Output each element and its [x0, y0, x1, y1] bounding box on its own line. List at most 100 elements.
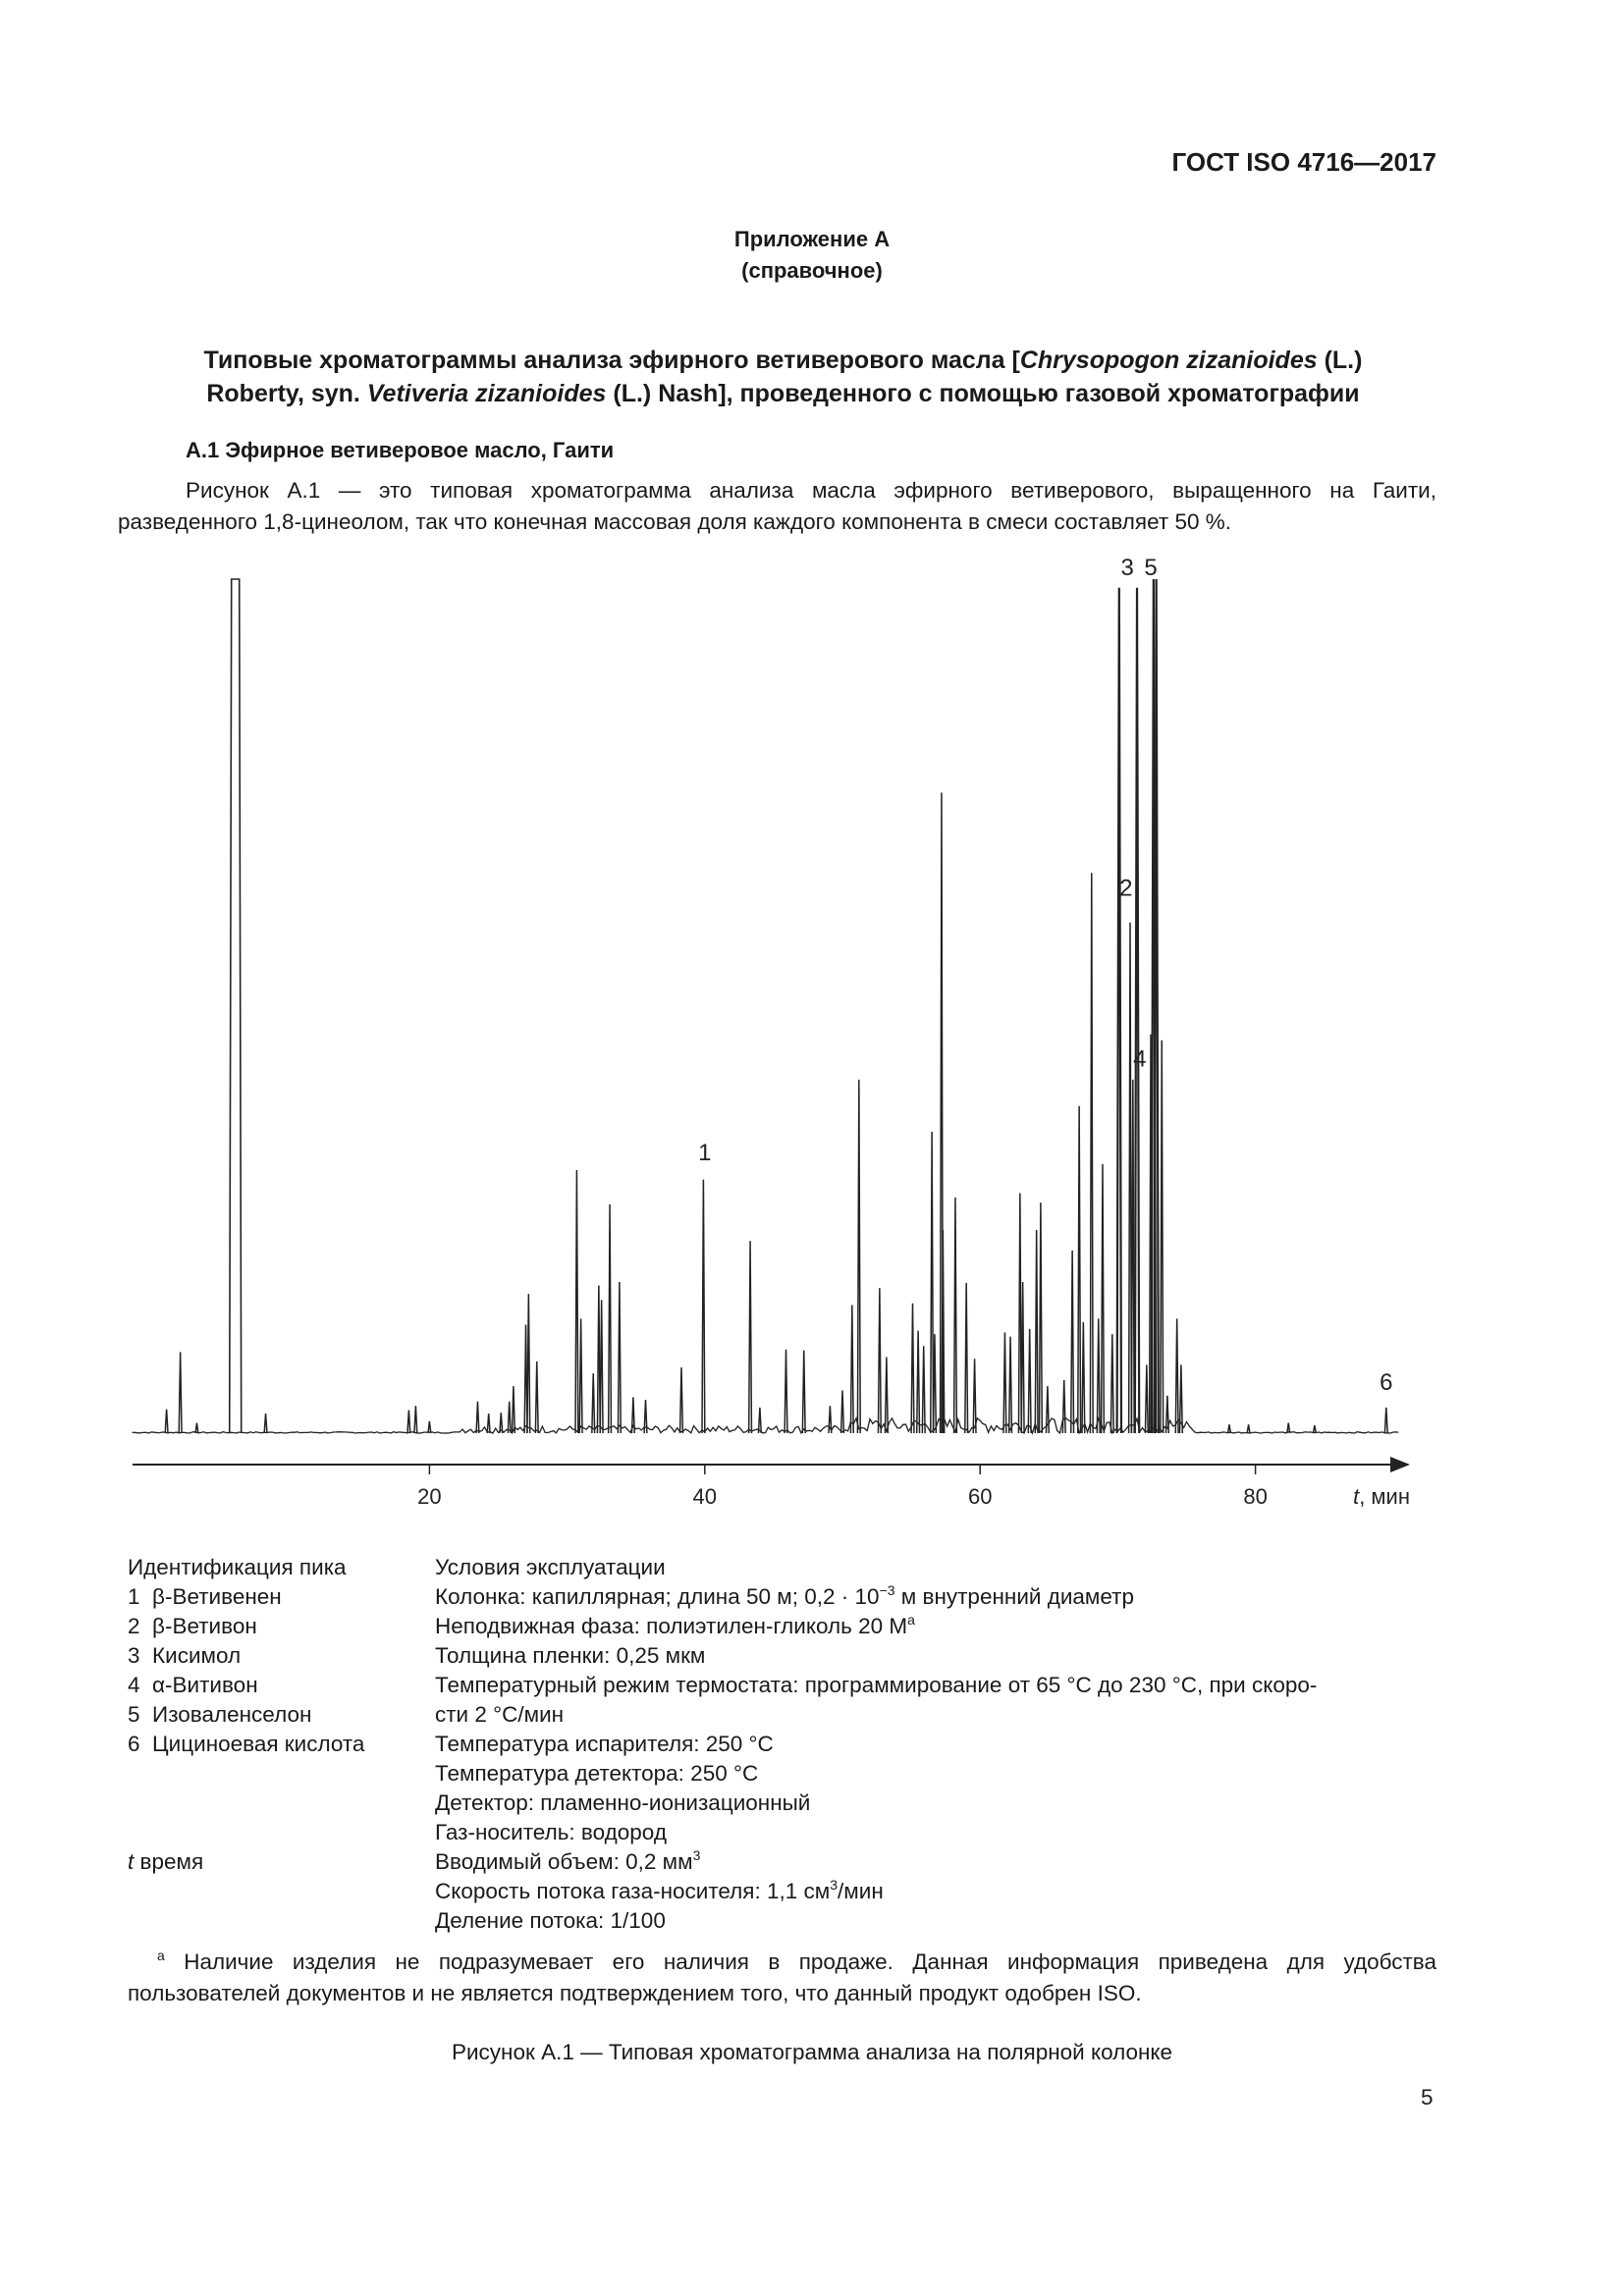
- chromatogram-peak: [701, 1179, 706, 1434]
- chromatogram-peak: [591, 1373, 596, 1434]
- condition-carrier-gas: Газ-носитель: водород: [435, 1820, 667, 1844]
- chromatogram-peak: [427, 1420, 432, 1434]
- condition-volume: Вводимый объем: 0,2 мм3: [435, 1847, 1317, 1877]
- chromatogram-peak: [1034, 1229, 1039, 1434]
- chromatogram-peak: [630, 1397, 636, 1434]
- chromatogram-peak: [1081, 1321, 1086, 1434]
- annex-subtitle: (справочное): [741, 258, 883, 283]
- chromatogram-peak: [932, 1334, 938, 1434]
- chromatogram-peak: [1110, 1334, 1114, 1434]
- chromatogram-peak: [1160, 1040, 1164, 1434]
- peak-label: 1: [698, 1140, 711, 1166]
- chromatogram-peak: [801, 1350, 806, 1434]
- operating-conditions: Условия эксплуатации Колонка: капиллярна…: [435, 1553, 1317, 1936]
- condition-split: Деление потока: 1/100: [435, 1908, 666, 1933]
- peak-name: Цициноевая кислота: [152, 1732, 365, 1756]
- peak-name: Изоваленселон: [152, 1702, 312, 1727]
- title-text: Roberty, syn.: [206, 380, 367, 407]
- peak-number: 5: [128, 1702, 140, 1727]
- chromatogram-chart: 1 2 3 4 5 6 20 40 60 80 t, мин: [132, 555, 1410, 1509]
- legend-peak-item: 2 β-Ветивон: [128, 1612, 364, 1641]
- chromatogram-peak: [747, 1241, 753, 1434]
- condition-text: Скорость потока газа-носителя: 1,1 см: [435, 1879, 831, 1903]
- superscript: 3: [692, 1847, 701, 1863]
- footnote-line: a Наличие изделия не подразумевает его н…: [157, 1949, 1436, 1975]
- title-text: Типовые хроматограммы анализа эфирного в…: [203, 347, 1020, 374]
- condition-text: Вводимый объем: 0,2 мм: [435, 1849, 693, 1874]
- chromatogram-peak: [486, 1413, 491, 1434]
- chromatogram-peak: [617, 1282, 623, 1434]
- peak-name: β-Ветивенен: [152, 1584, 282, 1609]
- x-axis-label-unit: , мин: [1359, 1484, 1410, 1509]
- chromatogram-peak: [523, 1324, 528, 1434]
- chromatogram-peak: [511, 1386, 516, 1434]
- x-axis-arrow: [1390, 1457, 1410, 1472]
- peak-label: 5: [1144, 555, 1157, 581]
- chromatogram-peak: [1038, 1202, 1044, 1434]
- condition-injector: Температура испарителя: 250 °С: [435, 1732, 774, 1756]
- annex-title: Приложение А: [733, 227, 891, 251]
- peak-number: 2: [128, 1614, 140, 1638]
- chromatogram-peak: [1144, 1364, 1149, 1434]
- conditions-title: Условия эксплуатации: [435, 1555, 666, 1579]
- chromatogram-peak: [578, 1318, 583, 1434]
- chromatogram-peak: [596, 1285, 601, 1434]
- chromatogram-peak: [678, 1366, 684, 1434]
- chromatogram-peak: [499, 1413, 504, 1434]
- x-tick-label: 40: [693, 1484, 717, 1509]
- superscript: −3: [879, 1582, 895, 1598]
- condition-text: Неподвижная фаза: полиэтилен-гликоль 20 …: [435, 1614, 908, 1638]
- chromatogram-peak: [849, 1305, 854, 1434]
- condition-flow: Скорость потока газа-носителя: 1,1 см3/м…: [435, 1877, 1317, 1906]
- chromatogram-peak: [1153, 578, 1160, 1434]
- condition-text: м внутренний диаметр: [894, 1584, 1134, 1609]
- chromatogram-peak: [574, 1170, 579, 1434]
- peak-name: Кисимол: [152, 1643, 242, 1668]
- chromatogram-peak: [1178, 1364, 1184, 1434]
- peak-label: 4: [1133, 1045, 1146, 1072]
- chromatogram-peak: [643, 1400, 648, 1434]
- condition-detector: Детектор: пламенно-ионизационный: [435, 1790, 811, 1815]
- chromatogram-peak: [1089, 873, 1094, 1434]
- chromatogram-peak: [972, 1359, 977, 1434]
- page-number: 5: [1421, 2085, 1434, 2109]
- chromatogram-peak: [828, 1406, 833, 1434]
- condition-text: Колонка: капиллярная; длина 50 м; 0,2 · …: [435, 1584, 880, 1609]
- peak-identification-legend: Идентификация пика 1 β-Ветивенен 2 β-Вети…: [128, 1553, 364, 1877]
- chromatogram-peak: [1027, 1328, 1032, 1434]
- paragraph-line: Рисунок А.1 — это типовая хроматограмма …: [186, 478, 1436, 503]
- condition-temp-program-cont: сти 2 °С/мин: [435, 1702, 565, 1727]
- chromatogram-peak: [194, 1422, 199, 1434]
- chromatogram-peak: [839, 1390, 845, 1434]
- chromatogram-peak: [1164, 1395, 1170, 1434]
- document-id: ГОСТ ISO 4716—2017: [1171, 147, 1436, 177]
- t-label: время: [134, 1849, 204, 1874]
- peak-number: 1: [128, 1584, 140, 1609]
- peak-label: 3: [1121, 555, 1134, 581]
- chromatogram-peak: [884, 1357, 890, 1434]
- title-species: Vetiveria zizanioides: [366, 380, 607, 407]
- chromatogram-peak: [1061, 1380, 1066, 1434]
- chromatogram-peak: [1226, 1424, 1232, 1434]
- chromatogram-peak: [413, 1406, 418, 1434]
- chromatogram-peak: [915, 1330, 921, 1434]
- x-tick-label: 80: [1243, 1484, 1267, 1509]
- chromatogram-peak: [406, 1410, 411, 1434]
- chromatogram-peak: [164, 1409, 169, 1434]
- chromatogram-peak: [1115, 587, 1123, 1434]
- title-text: (L.) Nash], проведенного с помощью газов…: [606, 380, 1360, 407]
- x-tick-label: 60: [968, 1484, 992, 1509]
- paragraph-line: разведенного 1,8-цинеолом, так что конеч…: [118, 509, 1231, 534]
- legend-time-symbol: t время: [128, 1847, 364, 1877]
- footnote-line: пользователей документов и не является п…: [128, 1981, 1142, 2005]
- peak-label: 2: [1119, 875, 1132, 901]
- chromatogram-peak: [1174, 1318, 1179, 1434]
- chromatogram-peak: [757, 1407, 763, 1434]
- footnote-ref: a: [907, 1612, 915, 1628]
- chromatogram-peak: [1007, 1336, 1013, 1434]
- legend-peak-item: 3 Кисимол: [128, 1641, 364, 1671]
- chromatogram-peak: [952, 1197, 958, 1434]
- legend-peak-item: 5 Изоваленселон: [128, 1700, 364, 1730]
- chromatogram-peak: [910, 1303, 915, 1434]
- t-symbol: t: [128, 1849, 135, 1874]
